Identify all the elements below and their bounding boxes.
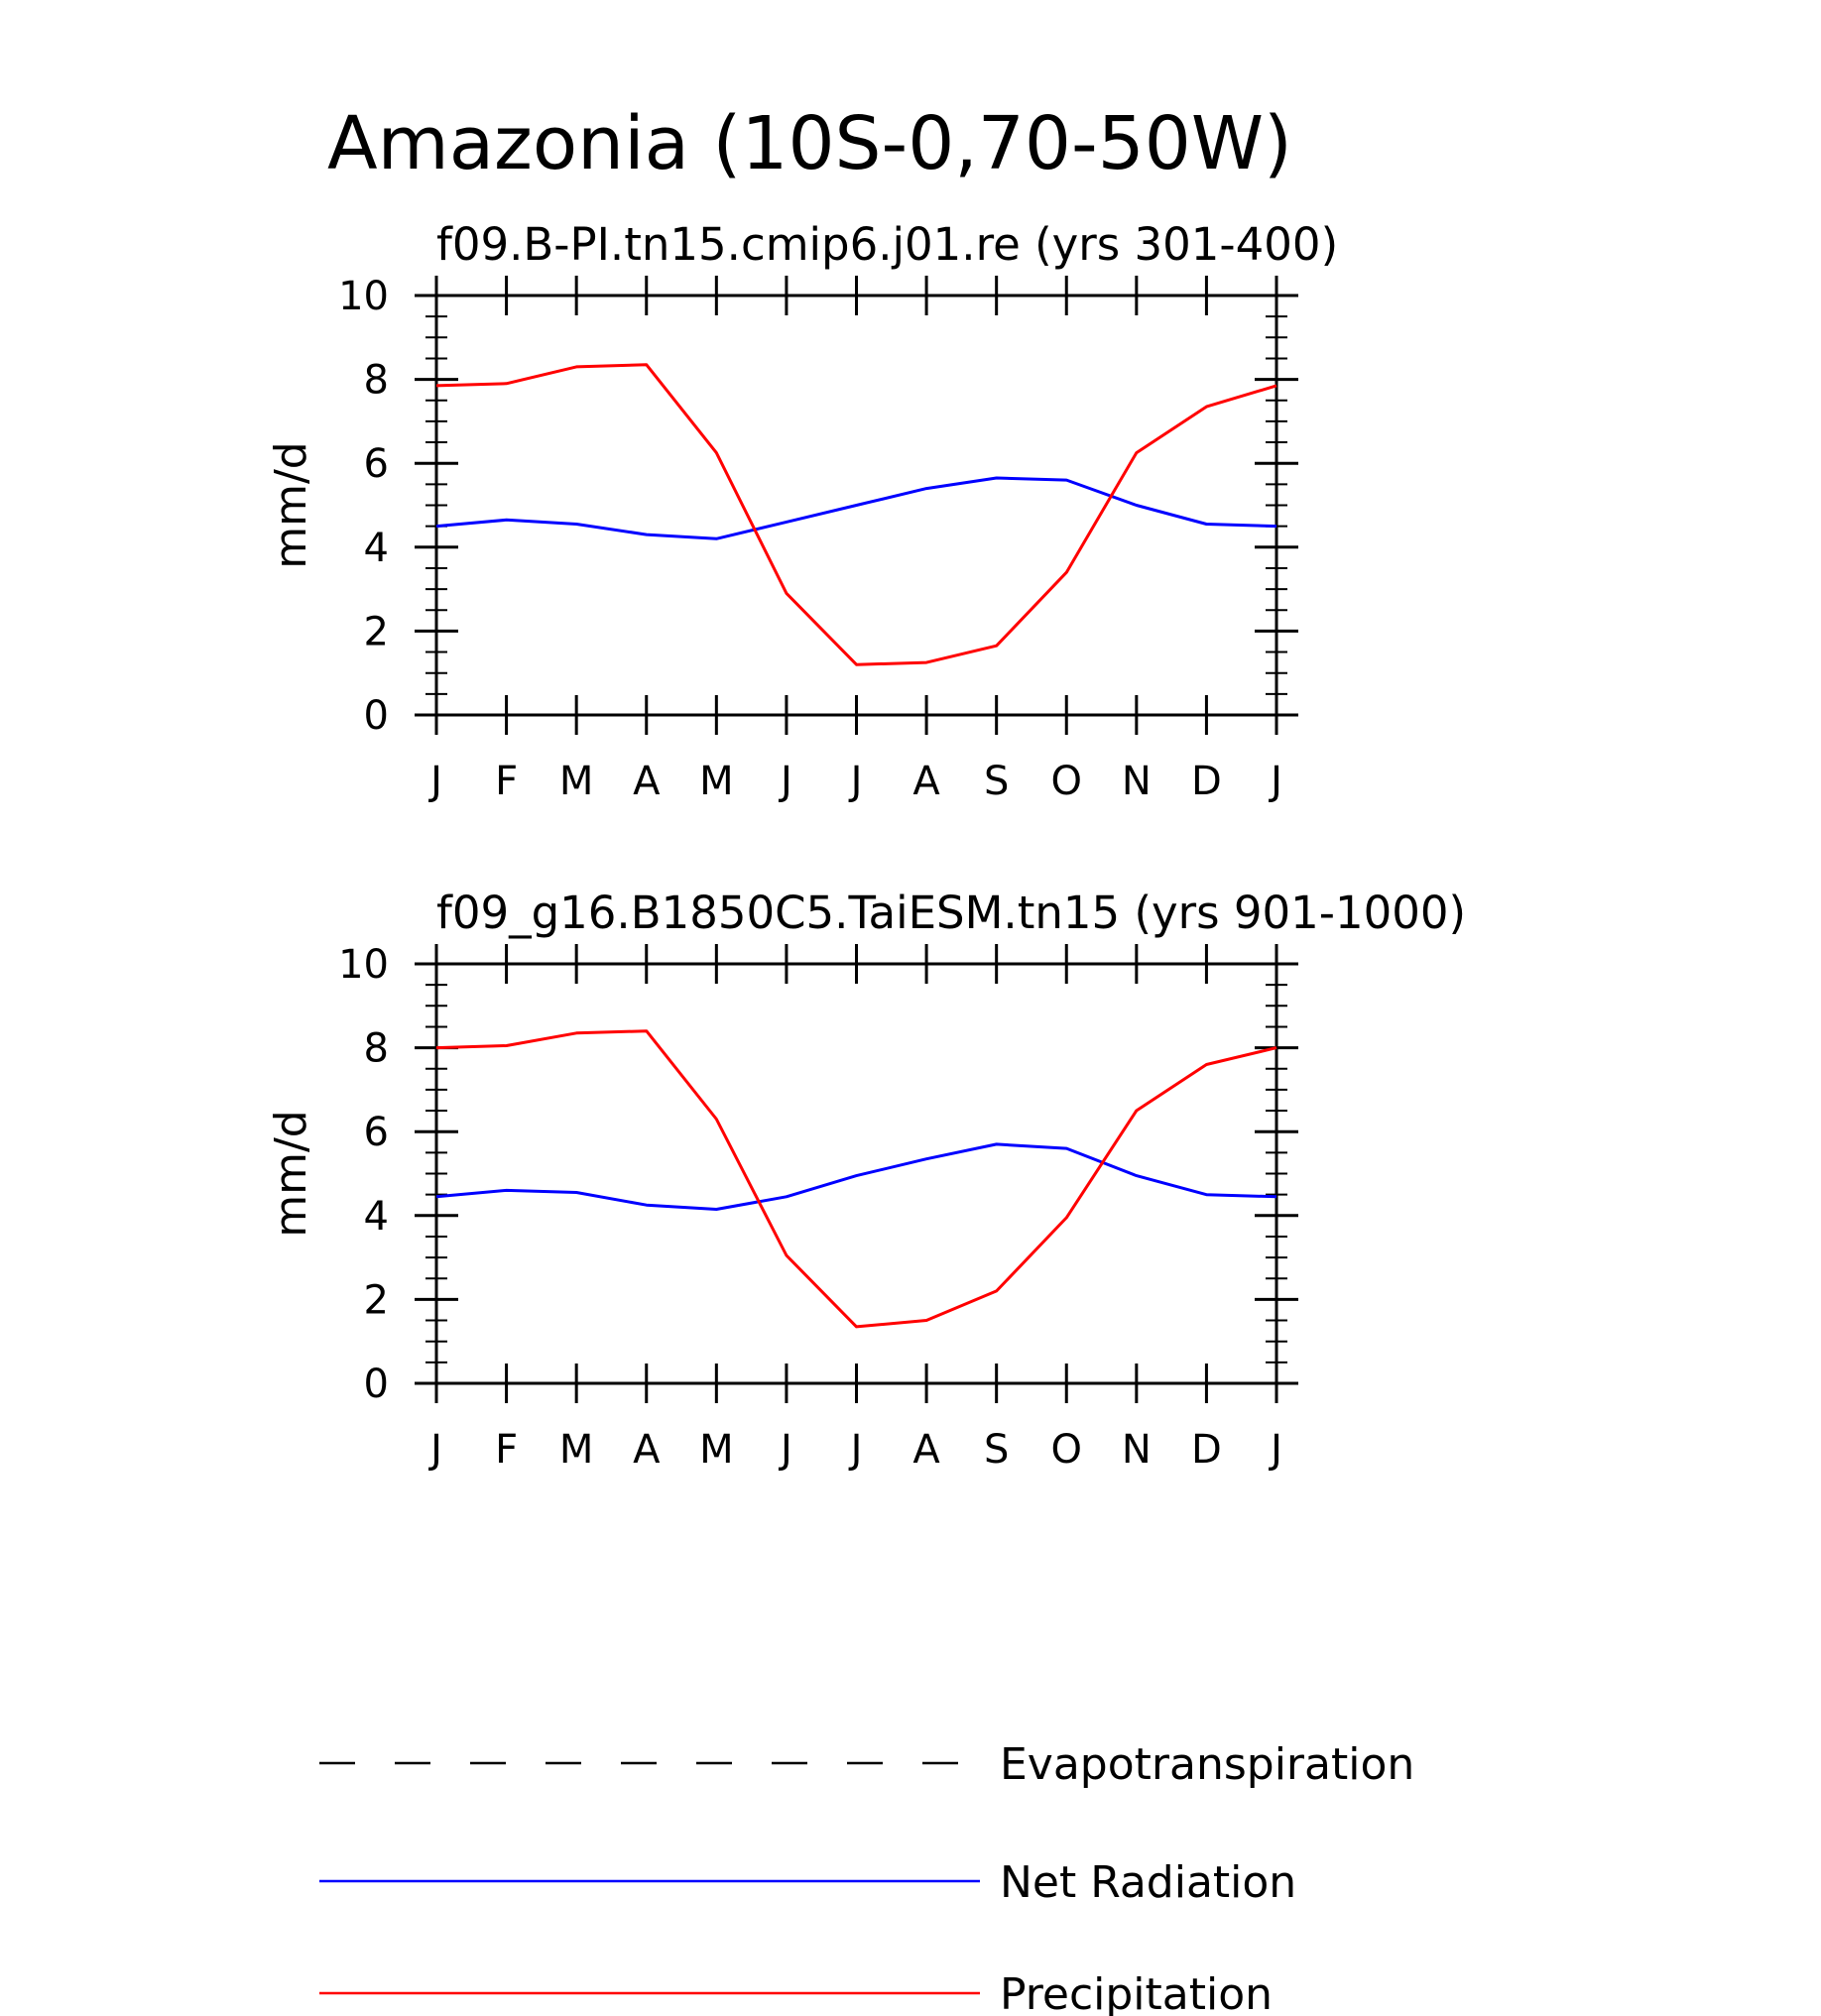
legend-label: Precipitation — [1000, 1969, 1273, 2016]
y-tick-label: 8 — [364, 1026, 389, 1072]
y-axis-label: mm/d — [266, 1110, 316, 1237]
y-tick-label: 6 — [364, 1110, 389, 1155]
x-tick-label: S — [984, 759, 1009, 804]
x-tick-label: D — [1191, 1427, 1222, 1473]
y-axis-label: mm/d — [266, 441, 316, 568]
x-tick-label: A — [912, 1427, 940, 1473]
y-tick-label: 10 — [338, 942, 389, 988]
x-tick-label: A — [912, 759, 940, 804]
series-line-net-radiation — [435, 1142, 1277, 1211]
x-tick-label: O — [1051, 759, 1082, 804]
x-tick-label: J — [848, 759, 863, 804]
x-tick-label: S — [984, 1427, 1009, 1473]
x-tick-label: J — [1268, 759, 1282, 804]
panel-title: f09.B-PI.tn15.cmip6.j01.re (yrs 301-400) — [436, 218, 1338, 271]
legend: Evapotranspiration Net Radiation Precipita… — [319, 1739, 1414, 2016]
x-tick-label: F — [495, 759, 518, 804]
chart-panel-top: f09.B-PI.tn15.cmip6.j01.re (yrs 301-400)… — [266, 218, 1338, 804]
y-tick-label: 0 — [364, 693, 389, 739]
chart-panel-bottom: f09_g16.B1850C5.TaiESM.tn15 (yrs 901-100… — [266, 887, 1466, 1473]
x-tick-label: M — [559, 1427, 594, 1473]
series-line-precipitation — [435, 363, 1277, 666]
x-tick-label: M — [699, 759, 734, 804]
x-tick-label: J — [848, 1427, 863, 1473]
y-tick-label: 2 — [364, 1277, 389, 1323]
x-tick-label: J — [427, 759, 442, 804]
x-tick-label: F — [495, 1427, 518, 1473]
x-tick-label: J — [778, 1427, 792, 1473]
figure-title: Amazonia (10S-0,70-50W) — [327, 101, 1292, 186]
x-tick-label: M — [699, 1427, 734, 1473]
y-tick-label: 8 — [364, 358, 389, 404]
plot-frame — [434, 962, 1278, 1385]
y-tick-label: 6 — [364, 441, 389, 487]
x-tick-label: J — [778, 759, 792, 804]
x-tick-label: D — [1191, 759, 1222, 804]
x-tick-label: J — [1268, 1427, 1282, 1473]
y-tick-label: 10 — [338, 274, 389, 319]
series-line-net-radiation — [435, 476, 1277, 540]
y-tick-label: 0 — [364, 1362, 389, 1407]
x-tick-label: M — [559, 759, 594, 804]
x-tick-label: N — [1122, 1427, 1152, 1473]
y-tick-label: 2 — [364, 609, 389, 654]
y-tick-label: 4 — [364, 1194, 389, 1240]
x-tick-label: A — [633, 1427, 661, 1473]
x-tick-label: A — [633, 759, 661, 804]
x-tick-label: J — [427, 1427, 442, 1473]
legend-label: Evapotranspiration — [1000, 1739, 1414, 1790]
legend-label: Net Radiation — [1000, 1857, 1296, 1908]
x-tick-label: O — [1051, 1427, 1082, 1473]
x-tick-label: N — [1122, 759, 1152, 804]
y-tick-label: 4 — [364, 526, 389, 571]
series-line-precipitation — [435, 1029, 1277, 1329]
panel-title: f09_g16.B1850C5.TaiESM.tn15 (yrs 901-100… — [436, 887, 1466, 939]
